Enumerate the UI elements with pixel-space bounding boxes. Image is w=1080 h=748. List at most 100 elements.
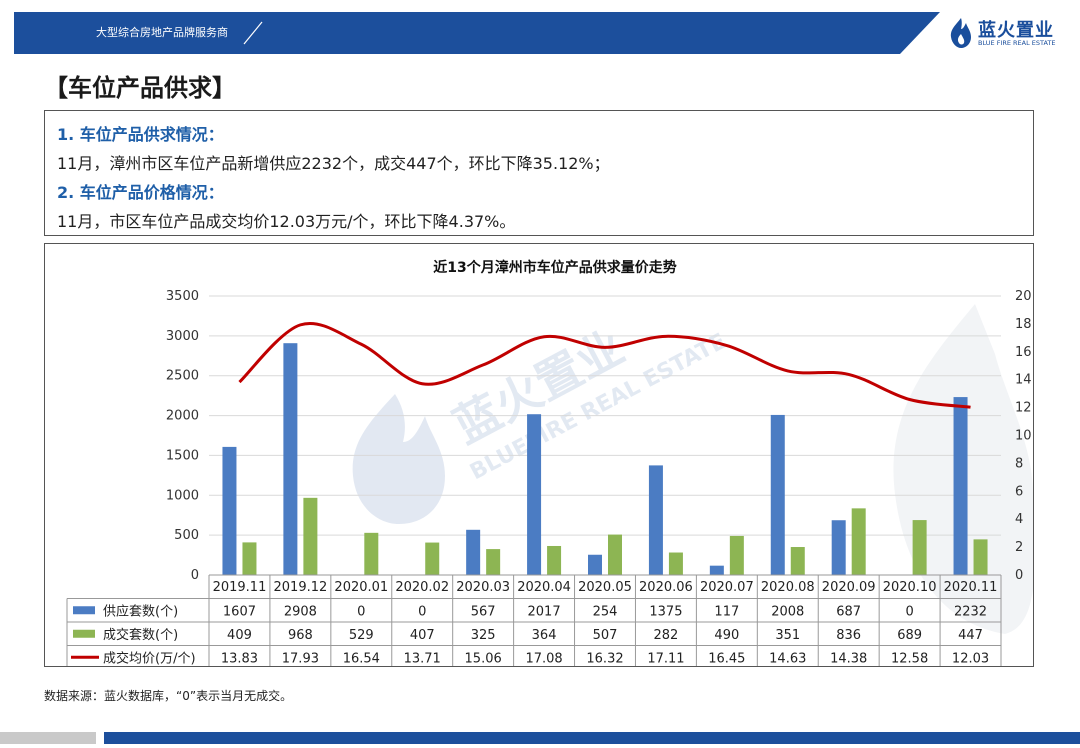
left-axis-tick-label: 2500 [166, 369, 199, 384]
right-axis-tick-label: 20 [1015, 289, 1032, 304]
data-label: 14.63 [769, 651, 806, 666]
left-axis-tick-label: 3000 [166, 329, 199, 344]
data-label: 351 [775, 628, 800, 643]
left-axis-tick-label: 1500 [166, 448, 199, 463]
legend-label: 成交均价(万/个) [103, 650, 196, 666]
bar-deal [851, 508, 866, 575]
bar-supply [953, 397, 968, 575]
data-label: 282 [654, 628, 679, 643]
data-label: 2017 [528, 604, 561, 619]
data-label: 0 [905, 604, 913, 619]
bar-deal [364, 532, 379, 575]
left-axis-tick-label: 3500 [166, 289, 199, 304]
bar-deal [547, 545, 562, 575]
left-axis-tick-label: 0 [191, 568, 199, 583]
flame-logo-icon [950, 18, 971, 48]
x-axis-tick-label: 2020.05 [578, 580, 632, 595]
bar-supply [648, 465, 663, 575]
data-label: 1607 [223, 604, 256, 619]
right-axis-tick-label: 4 [1015, 512, 1023, 527]
data-label: 364 [532, 628, 557, 643]
header-slogan: 大型综合房地产品牌服务商 [96, 26, 228, 39]
header-bar [0, 12, 1080, 54]
summary-text-price: 11月，市区车位产品成交均价12.03万元/个，环比下降4.37%。 [57, 212, 516, 231]
data-label: 689 [897, 628, 922, 643]
bar-supply [588, 554, 602, 575]
bar-deal [608, 534, 622, 575]
data-label: 1375 [649, 604, 682, 619]
x-axis-tick-label: 2020.06 [639, 580, 693, 595]
x-axis-tick-label: 2019.11 [213, 580, 267, 595]
data-label: 407 [410, 628, 435, 643]
data-label: 2008 [771, 604, 804, 619]
bar-deal [668, 552, 683, 575]
bar-supply [466, 529, 481, 575]
bar-deal [973, 539, 988, 575]
data-label: 16.45 [708, 651, 745, 666]
right-axis-tick-label: 0 [1015, 568, 1023, 583]
bar-supply [283, 343, 298, 575]
right-axis-tick-label: 8 [1015, 456, 1023, 471]
data-label: 409 [227, 628, 252, 643]
right-axis-tick-label: 10 [1015, 429, 1032, 444]
bar-deal [486, 549, 501, 575]
data-label: 15.06 [465, 651, 502, 666]
chart-panel: 蓝火置业 BLUEFIRE REAL ESTATE 近13个月漳州市车位产品供求量价… [44, 243, 1034, 667]
data-label: 836 [836, 628, 861, 643]
data-label: 12.58 [891, 651, 928, 666]
bar-supply [222, 446, 237, 575]
data-label: 13.71 [404, 651, 441, 666]
data-label: 687 [836, 604, 861, 619]
data-label: 0 [418, 604, 426, 619]
bar-deal [790, 547, 805, 575]
x-axis-tick-label: 2020.07 [700, 580, 754, 595]
x-axis-tick-label: 2019.12 [274, 580, 328, 595]
x-axis-tick-label: 2020.08 [761, 580, 815, 595]
data-label: 325 [471, 628, 496, 643]
summary-heading-supply: 1. 车位产品供求情况： [57, 125, 224, 144]
summary-box: 1. 车位产品供求情况： 11月，漳州市区车位产品新增供应2232个，成交447… [44, 110, 1034, 236]
data-label: 16.32 [586, 651, 623, 666]
data-label: 2908 [284, 604, 317, 619]
data-label: 12.03 [952, 651, 989, 666]
data-label: 117 [714, 604, 739, 619]
brand-name: 蓝火置业 [978, 20, 1054, 41]
line-price [238, 322, 971, 409]
brand-logo: 蓝火置业 BLUE FIRE REAL ESTATE [948, 16, 1070, 50]
bar-deal [303, 497, 318, 575]
data-label: 507 [593, 628, 618, 643]
bar-deal [425, 542, 440, 575]
data-label: 968 [288, 628, 313, 643]
bar-supply [770, 414, 785, 575]
page-title: 【车位产品供求】 [44, 74, 236, 102]
bar-supply [831, 520, 846, 575]
data-label: 17.93 [282, 651, 319, 666]
data-label: 17.08 [525, 651, 562, 666]
data-label: 567 [471, 604, 496, 619]
bar-deal [912, 520, 927, 575]
right-axis-tick-label: 16 [1015, 345, 1032, 360]
data-label: 13.83 [221, 651, 258, 666]
x-axis-tick-label: 2020.04 [517, 580, 571, 595]
data-source-note: 数据来源：蓝火数据库，“0”表示当月无成交。 [44, 689, 293, 703]
legend-label: 供应套数(个) [103, 603, 178, 619]
data-label: 447 [958, 628, 983, 643]
left-axis-tick-label: 2000 [166, 409, 199, 424]
x-axis-tick-label: 2020.09 [822, 580, 876, 595]
bar-supply [709, 565, 724, 575]
right-axis-tick-label: 12 [1015, 401, 1032, 416]
data-label: 490 [714, 628, 739, 643]
x-axis-tick-label: 2020.02 [395, 580, 449, 595]
right-axis-tick-label: 14 [1015, 373, 1032, 388]
data-label: 16.54 [343, 651, 380, 666]
x-axis-tick-label: 2020.03 [456, 580, 510, 595]
summary-text-supply: 11月，漳州市区车位产品新增供应2232个，成交447个，环比下降35.12%； [57, 154, 610, 173]
data-label: 529 [349, 628, 374, 643]
footer-bar-gray [0, 732, 96, 744]
footer-bar-blue [104, 732, 1080, 744]
legend-key [73, 606, 95, 615]
data-label: 0 [357, 604, 365, 619]
x-axis-tick-label: 2020.11 [944, 580, 998, 595]
brand-subtitle: BLUE FIRE REAL ESTATE [978, 39, 1056, 47]
